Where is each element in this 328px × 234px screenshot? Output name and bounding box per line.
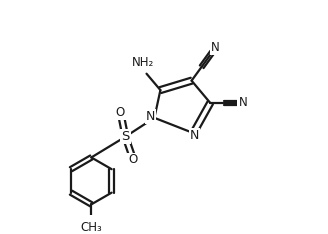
Text: CH₃: CH₃ — [80, 221, 102, 234]
Text: NH₂: NH₂ — [132, 56, 154, 69]
Text: N: N — [190, 129, 199, 142]
Text: S: S — [121, 130, 130, 143]
Text: N: N — [211, 41, 220, 54]
Text: O: O — [116, 106, 125, 119]
Text: N: N — [238, 96, 247, 109]
Text: N: N — [146, 110, 155, 123]
Text: O: O — [128, 154, 137, 166]
